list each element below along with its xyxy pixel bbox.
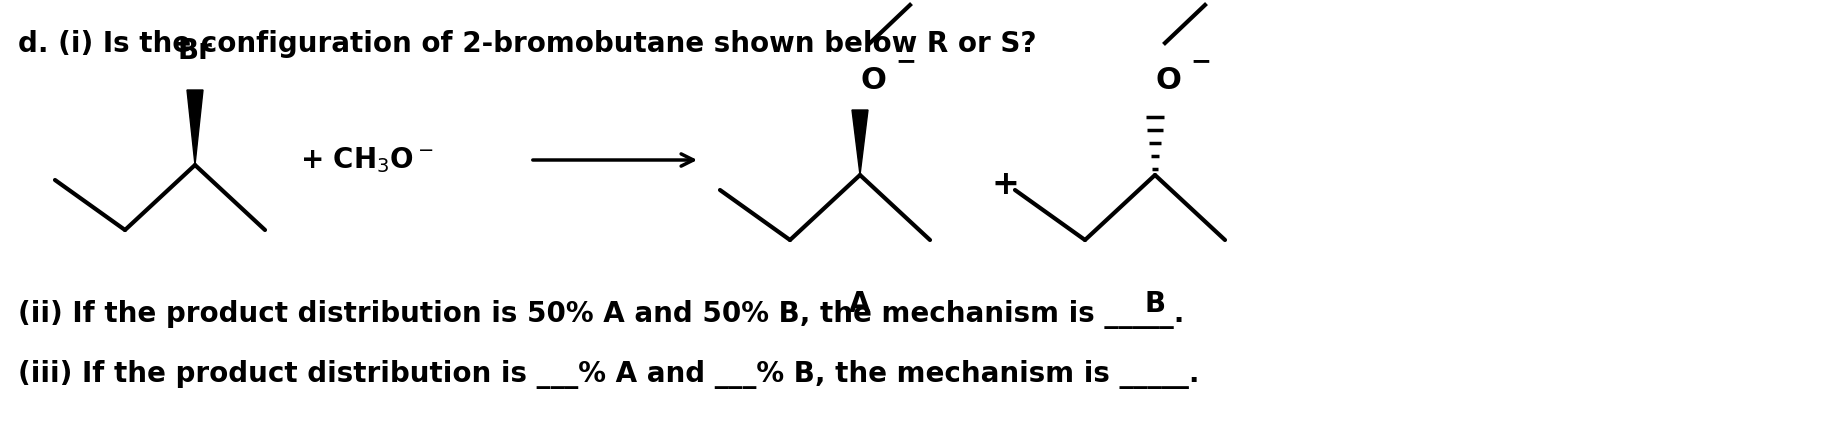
- Polygon shape: [852, 110, 869, 175]
- Text: O: O: [1154, 66, 1180, 95]
- Text: (iii) If the product distribution is ___% A and ___% B, the mechanism is _____.: (iii) If the product distribution is ___…: [18, 360, 1199, 389]
- Text: +: +: [990, 169, 1020, 201]
- Text: (ii) If the product distribution is 50% A and 50% B, the mechanism is _____.: (ii) If the product distribution is 50% …: [18, 300, 1184, 329]
- Text: −: −: [894, 49, 916, 73]
- Text: + CH$_3$O$^-$: + CH$_3$O$^-$: [301, 145, 433, 175]
- Text: d. (i) Is the configuration of 2-bromobutane shown below R or S?: d. (i) Is the configuration of 2-bromobu…: [18, 30, 1036, 58]
- Polygon shape: [186, 90, 203, 165]
- Text: −: −: [1189, 49, 1212, 73]
- Text: Br: Br: [177, 37, 212, 65]
- Text: A: A: [850, 290, 870, 318]
- Text: B: B: [1145, 290, 1165, 318]
- Text: O: O: [859, 66, 885, 95]
